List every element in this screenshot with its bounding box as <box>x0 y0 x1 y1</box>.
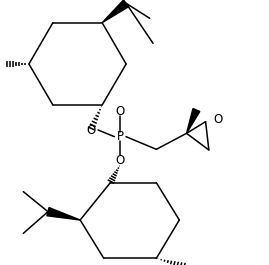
Polygon shape <box>186 109 200 133</box>
Text: O: O <box>116 153 125 166</box>
Text: O: O <box>116 105 125 118</box>
Polygon shape <box>47 207 80 220</box>
Text: O: O <box>86 123 95 136</box>
Text: O: O <box>214 113 223 126</box>
Polygon shape <box>102 0 129 23</box>
Text: P: P <box>117 130 124 143</box>
